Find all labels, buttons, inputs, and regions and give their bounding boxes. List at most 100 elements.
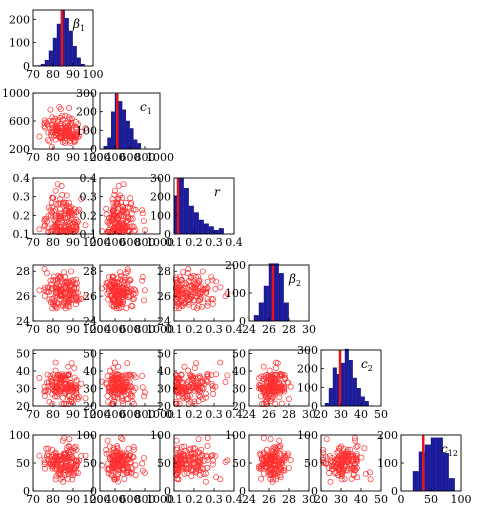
scatter-point: [67, 116, 74, 123]
x-tick-label: 70: [26, 493, 40, 506]
scatter-point: [281, 372, 288, 379]
scatter-point: [195, 436, 202, 443]
scatter-point: [73, 276, 80, 283]
x-tick-label: 0.2: [185, 323, 203, 336]
scatter-point: [74, 208, 81, 215]
scatter-point: [222, 379, 229, 386]
scatter-point: [269, 476, 276, 483]
scatter-point: [36, 452, 43, 459]
x-tick-label: 200: [90, 151, 111, 164]
y-tick-label: 100: [297, 381, 318, 394]
y-tick-label: 0: [164, 228, 171, 241]
scatter-point: [194, 380, 201, 387]
scatter-point: [202, 478, 209, 485]
scatter-point: [141, 287, 148, 294]
scatter-point: [185, 301, 192, 308]
scatter-point: [116, 212, 123, 219]
scatter-point: [75, 296, 82, 303]
scatter-point: [61, 139, 68, 146]
scatter-point: [52, 187, 59, 194]
scatter-point: [179, 379, 185, 386]
scatter-point: [128, 373, 135, 380]
y-tick-label: 0.4: [80, 172, 98, 185]
panel-frame: [32, 434, 94, 492]
y-tick-label: 100: [76, 429, 97, 442]
y-tick-label: 20: [157, 400, 171, 413]
scatter-point: [103, 205, 110, 212]
scatter-point: [361, 445, 368, 452]
x-tick-label: 30: [302, 493, 316, 506]
scatter-point: [54, 462, 61, 469]
scatter-point: [277, 467, 284, 474]
scatter-point: [181, 363, 188, 370]
scatter-point: [268, 452, 275, 459]
scatter-point: [51, 217, 58, 224]
scatter-point: [351, 460, 358, 467]
scatter-point: [350, 472, 357, 479]
scatter-point: [62, 302, 69, 309]
scatter-point: [112, 281, 118, 288]
scatter-point: [270, 393, 276, 400]
x-tick-label: 800: [135, 236, 156, 249]
y-tick-label: 50: [16, 457, 30, 470]
scatter-point: [173, 305, 179, 312]
panel-beta2-vs-beta1: 24 26 28 70 80 90 100: [16, 264, 104, 336]
scatter-point: [112, 384, 118, 391]
y-tick-label: 300: [76, 87, 97, 100]
scatter-point: [51, 461, 58, 468]
scatter-point: [186, 377, 192, 384]
scatter-point: [132, 287, 139, 294]
scatter-point: [46, 379, 52, 386]
scatter-point: [104, 437, 111, 444]
scatter-point: [189, 377, 196, 384]
scatter-point: [213, 474, 220, 481]
scatter-point: [41, 388, 48, 395]
y-tick-label: 0.3: [80, 191, 98, 204]
scatter-point: [276, 450, 283, 457]
scatter-point: [141, 297, 147, 304]
scatter-point: [186, 446, 192, 453]
scatter-point: [184, 466, 190, 473]
scatter-point: [41, 223, 48, 230]
y-tick-label: 100: [9, 429, 30, 442]
scatter-point: [258, 382, 265, 389]
hist-bar: [448, 478, 455, 492]
scatter-point: [73, 227, 80, 234]
scatter-point: [119, 383, 126, 390]
scatter-point: [105, 387, 112, 394]
scatter-point: [62, 460, 69, 467]
x-tick-label: 24: [242, 323, 256, 336]
scatter-point: [54, 118, 61, 125]
scatter-point: [197, 296, 204, 303]
x-tick-label: 0.3: [205, 493, 223, 506]
y-tick-label: 0: [391, 485, 398, 498]
x-tick-label: 0.1: [165, 323, 183, 336]
scatter-point: [274, 473, 281, 480]
scatter-point: [123, 371, 130, 378]
scatter-point: [78, 196, 85, 202]
scatter-point: [113, 288, 120, 295]
x-tick-label: 0.2: [185, 408, 203, 421]
scatter-point: [57, 373, 64, 380]
scatter-point: [51, 387, 58, 394]
scatter-point: [141, 454, 147, 461]
y-tick-label: 40: [16, 365, 30, 378]
panel-frame: [32, 264, 94, 322]
scatter-point: [184, 470, 191, 476]
x-tick-label: 600: [120, 236, 141, 249]
scatter-point: [204, 302, 211, 309]
scatter-point: [278, 460, 285, 467]
y-tick-label: 0: [239, 315, 246, 328]
hist-bar: [218, 228, 224, 235]
hist-bar: [122, 109, 127, 150]
x-tick-label: 26: [262, 408, 276, 421]
scatter-point: [66, 303, 73, 310]
x-tick-label: 40: [354, 408, 368, 421]
x-tick-label: 800: [135, 323, 156, 336]
scatter-point: [191, 365, 198, 371]
scatter-point: [130, 446, 137, 453]
scatter-point: [267, 475, 274, 482]
scatter-point: [36, 133, 43, 140]
